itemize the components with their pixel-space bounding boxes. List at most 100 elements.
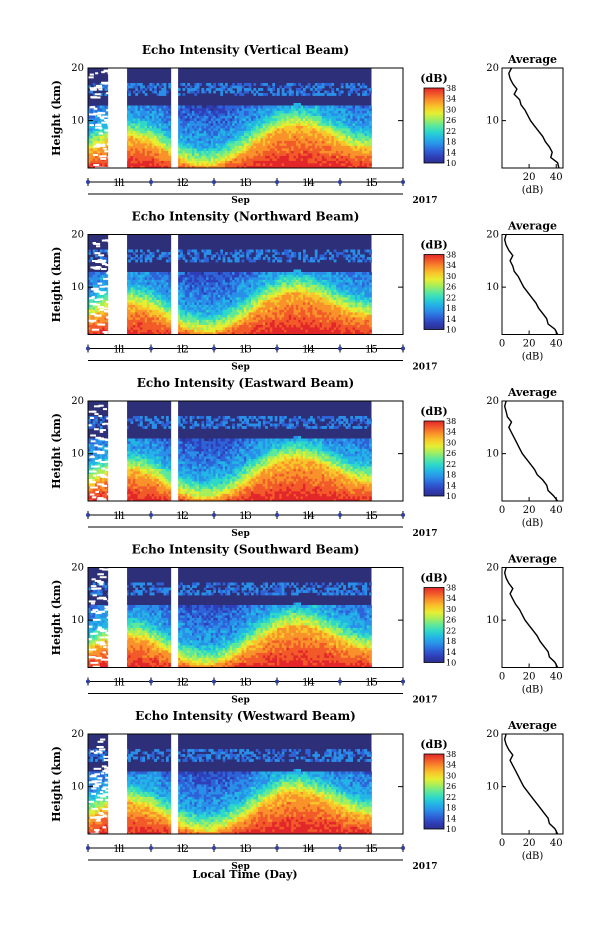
heatmap-cell [213,277,216,280]
heatmap-cell [139,115,143,119]
heatmap-cell [88,85,91,89]
heatmap-cell [319,85,323,89]
heatmap-cell [310,138,313,141]
heatmap-cell [180,140,183,144]
heatmap-cell [135,324,139,328]
heatmap-cell [326,143,330,146]
heatmap-cell [135,85,139,89]
heatmap-cell [165,143,169,146]
heatmap-cell [102,135,105,139]
heatmap-cell [307,160,311,164]
heatmap-cell [154,322,157,325]
heatmap-cell [262,120,266,124]
heatmap-cell [359,120,363,124]
y-tick-label: 10 [71,116,84,127]
heatmap-cell [281,123,285,126]
heatmap-cell [213,135,216,139]
heatmap-cell [307,110,311,114]
heatmap-cell [208,85,212,89]
heatmap-cell [199,302,202,305]
heatmap-cell [149,120,153,124]
heatmap-cell [142,309,146,313]
heatmap-cell [201,115,205,119]
heatmap-cell [310,128,313,131]
heatmap-cell [217,307,221,310]
heatmap-cell [291,143,294,146]
heatmap-cell [196,115,200,119]
heatmap-cell [260,150,264,154]
heatmap-cell [215,160,219,164]
heatmap-cell [229,85,233,89]
heatmap-cell [194,317,198,320]
heatmap-cell [104,289,108,293]
heatmap-cell [184,113,188,116]
heatmap-cell [345,115,349,119]
heatmap-cell [132,312,136,315]
heatmap-cell [232,128,235,131]
sparse-gap [93,112,101,115]
heatmap-cell [302,130,306,134]
colorbar-tick-label: 14 [446,148,456,157]
heatmap-cell [135,312,139,315]
heatmap-cell [326,163,330,166]
heatmap-cell [163,133,167,136]
heatmap-cell [293,155,297,159]
heatmap-cell [350,158,353,161]
heatmap-cell [147,279,150,283]
heatmap-cell [232,123,235,126]
heatmap-cell [300,155,304,159]
heatmap-cell [90,322,94,325]
heatmap-cell [199,297,202,300]
heatmap-cell [165,329,169,333]
heatmap-cell [307,83,311,86]
heatmap-cell [208,148,212,151]
heatmap-cell [177,165,181,169]
heatmap-cell [88,123,91,126]
heatmap-cell [139,120,143,124]
heatmap-cell [161,158,164,161]
heatmap-cell [187,329,190,333]
heatmap-cell [317,110,320,114]
heatmap-cell [168,314,172,318]
heatmap-cell [366,133,370,136]
heatmap-cell [137,294,141,298]
heatmap-cell [144,327,148,330]
heatmap-cell [161,150,164,154]
heatmap-cell [274,108,278,111]
heatmap-cell [310,105,313,109]
heatmap-cell [314,145,318,149]
heatmap-cell [279,120,283,124]
heatmap-cell [168,108,172,111]
heatmap-cell [97,312,101,315]
heatmap-cell [151,113,155,116]
heatmap-cell [135,83,139,86]
heatmap-cell [130,274,134,278]
heatmap-cell [291,123,294,126]
heatmap-cell [135,88,139,91]
heatmap-cell [137,110,141,114]
heatmap-cell [199,332,202,335]
heatmap-cell [225,115,228,119]
heatmap-cell [295,113,299,116]
heatmap-cell [295,115,299,119]
heatmap-cell [241,93,245,96]
time-marker [212,180,216,184]
heatmap-cell [102,113,105,116]
heatmap-cell [241,128,245,131]
heatmap-cell [324,138,328,141]
heatmap-cell [210,282,214,285]
heatmap-cell [269,158,273,161]
heatmap-cell [307,143,311,146]
heatmap-cell [338,93,342,96]
heatmap-cell [338,135,342,139]
heatmap-cell [350,130,353,134]
heatmap-cell [177,130,181,134]
heatmap-cell [213,274,216,278]
heatmap-cell [182,130,186,134]
heatmap-cell [168,123,172,126]
heatmap-cell [95,309,98,313]
heatmap-cell [336,158,339,161]
heatmap-cell [293,138,297,141]
heatmap-cell [151,90,155,94]
heatmap-cell [144,307,148,310]
